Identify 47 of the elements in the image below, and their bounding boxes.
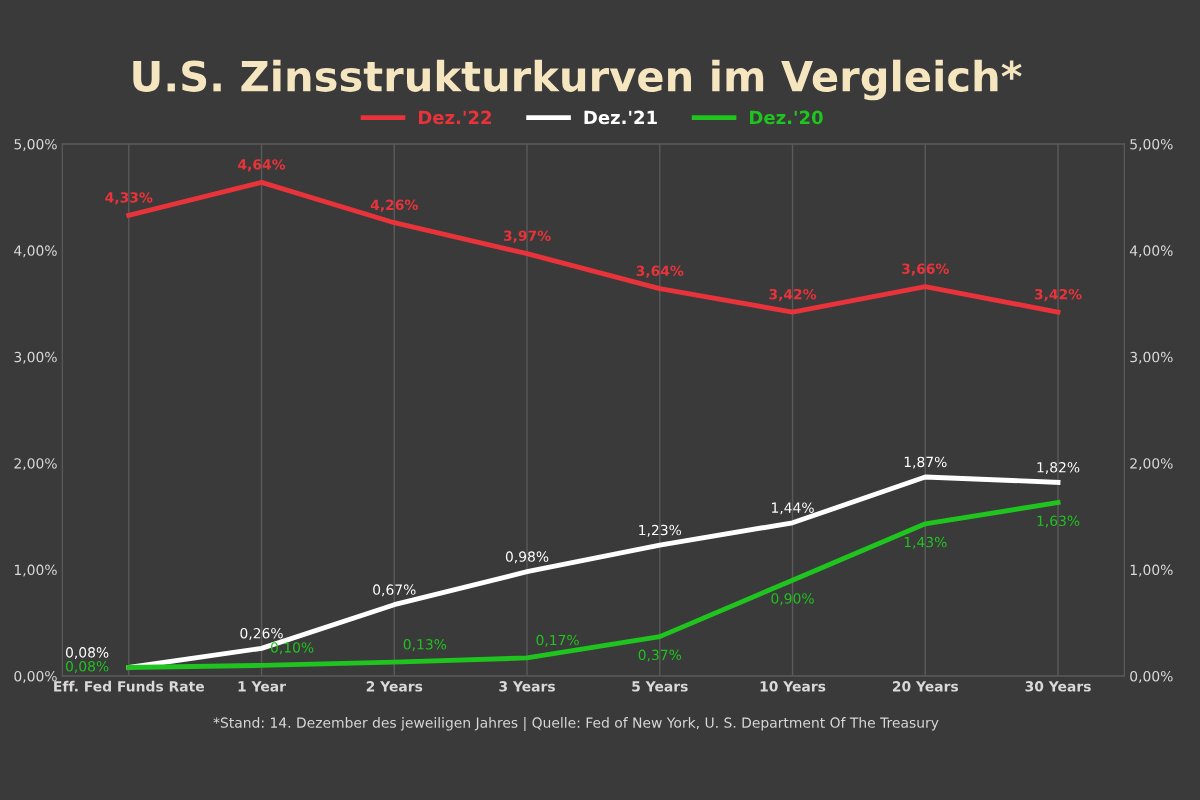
data-label: 1,43% — [904, 536, 947, 549]
data-label: 0,13% — [403, 639, 447, 651]
data-label: 3,97% — [503, 230, 551, 243]
x-tick-label: 1 Year — [238, 681, 286, 692]
y-tick-label: 3,00% — [14, 351, 57, 364]
data-label: 3,64% — [636, 265, 684, 278]
data-label: 0,17% — [536, 634, 579, 647]
x-tick-label: 2 Years — [366, 681, 423, 692]
data-label: 3,66% — [902, 263, 949, 276]
y-tick-label: 1,00% — [14, 564, 57, 577]
data-label: 0,10% — [270, 642, 314, 655]
data-label: 1,82% — [1037, 461, 1080, 474]
x-tick-label: 20 Years — [892, 681, 959, 692]
data-label: 1,63% — [1037, 515, 1080, 528]
data-label: 0,90% — [771, 593, 814, 606]
data-label: 0,26% — [240, 627, 283, 640]
data-label: 4,26% — [370, 199, 418, 212]
data-label: 4,33% — [105, 192, 153, 205]
y2-tick-label: 0,00% — [1130, 670, 1173, 683]
x-tick-label: 10 Years — [760, 681, 826, 692]
legend-label: Dez.'20 — [750, 110, 823, 125]
data-label: 3,42% — [1034, 288, 1082, 302]
y2-tick-label: 1,00% — [1130, 564, 1173, 577]
y-tick-label: 2,00% — [14, 458, 57, 471]
data-label: 1,23% — [639, 524, 682, 537]
x-tick-label: 5 Years — [632, 681, 688, 692]
data-label: 0,67% — [373, 584, 416, 597]
chart-title: U.S. Zinsstrukturkurven im Vergleich* — [133, 59, 1022, 101]
y2-tick-label: 4,00% — [1129, 245, 1173, 258]
y2-tick-label: 3,00% — [1130, 351, 1173, 364]
y-tick-label: 5,00% — [14, 138, 57, 151]
legend-label: Dez.'22 — [418, 110, 492, 125]
y2-tick-label: 2,00% — [1130, 458, 1173, 471]
data-label: 3,42% — [769, 288, 817, 302]
text: *Stand: 14. Dezember des jeweiligen Jahres | Quelle: Fed of New York, U. S. Department Of The Treasury — [213, 717, 939, 731]
x-tick-label: 3 Years — [499, 681, 555, 692]
data-label: 4,64% — [238, 159, 286, 172]
data-label: 0,37% — [638, 649, 682, 662]
y-tick-label: 4,00% — [14, 245, 57, 258]
data-label: 1,44% — [771, 502, 814, 515]
legend-label: Dez.'21 — [584, 110, 657, 125]
data-label: 1,87% — [904, 456, 947, 469]
data-label: 0,08% — [65, 647, 109, 660]
data-label: 0,08% — [65, 661, 109, 673]
data-label: 0,98% — [505, 551, 549, 564]
x-tick-label: 30 Years — [1025, 681, 1091, 692]
y2-tick-label: 5,00% — [1130, 138, 1173, 151]
